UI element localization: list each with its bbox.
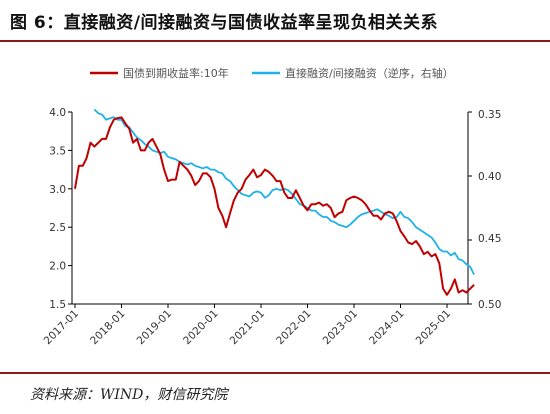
y-right-tick-label: 0.35 (478, 109, 501, 121)
x-tick-label: 2021-01 (228, 308, 268, 348)
y-right-tick-label: 0.40 (478, 171, 501, 183)
title-bar: 图 6：直接融资/间接融资与国债收益率呈现负相关关系 (0, 0, 550, 42)
chart-title: 图 6：直接融资/间接融资与国债收益率呈现负相关关系 (10, 12, 438, 33)
x-tick-label: 2025-01 (414, 308, 454, 348)
source-bar: 资料来源：WIND，财信研究院 (0, 372, 550, 414)
x-ticks: 2017-01 2018-01 2019-01 2020-01 2021-01 2022-… (42, 308, 454, 348)
axes-frame (71, 112, 469, 305)
tick-marks (68, 111, 472, 308)
x-tick-label: 2017-01 (42, 308, 82, 348)
legend: 国债到期收益率:10年 直接融资/间接融资（逆序，右轴） (90, 66, 454, 80)
series-line-ratio (93, 108, 475, 275)
y-left-tick-label: 3.0 (49, 184, 66, 196)
chart-area: 国债到期收益率:10年 直接融资/间接融资（逆序，右轴） 4.0 3.5 3.0… (42, 66, 502, 348)
x-tick-label: 2020-01 (181, 308, 221, 348)
y-left-tick-label: 2.5 (49, 222, 66, 234)
y-right-tick-label: 0.50 (478, 299, 501, 311)
y-right-ticks: 0.35 0.40 0.45 0.50 (478, 109, 501, 311)
y-left-tick-label: 1.5 (49, 299, 66, 311)
y-left-tick-label: 2.0 (49, 261, 66, 273)
y-left-tick-label: 3.5 (49, 145, 66, 157)
x-tick-label: 2023-01 (321, 308, 361, 348)
y-left-tick-label: 4.0 (49, 107, 66, 119)
x-tick-label: 2019-01 (135, 308, 175, 348)
x-tick-label: 2018-01 (88, 308, 128, 348)
source-text: 资料来源：WIND，财信研究院 (30, 387, 228, 403)
y-left-ticks: 4.0 3.5 3.0 2.5 2.0 1.5 (49, 107, 66, 311)
x-tick-label: 2022-01 (274, 308, 314, 348)
y-right-tick-label: 0.45 (478, 233, 501, 245)
legend-label-ratio: 直接融资/间接融资（逆序，右轴） (285, 66, 454, 80)
legend-label-bond: 国债到期收益率:10年 (123, 66, 229, 80)
x-tick-label: 2024-01 (367, 308, 407, 348)
series-line-bond (74, 116, 475, 296)
